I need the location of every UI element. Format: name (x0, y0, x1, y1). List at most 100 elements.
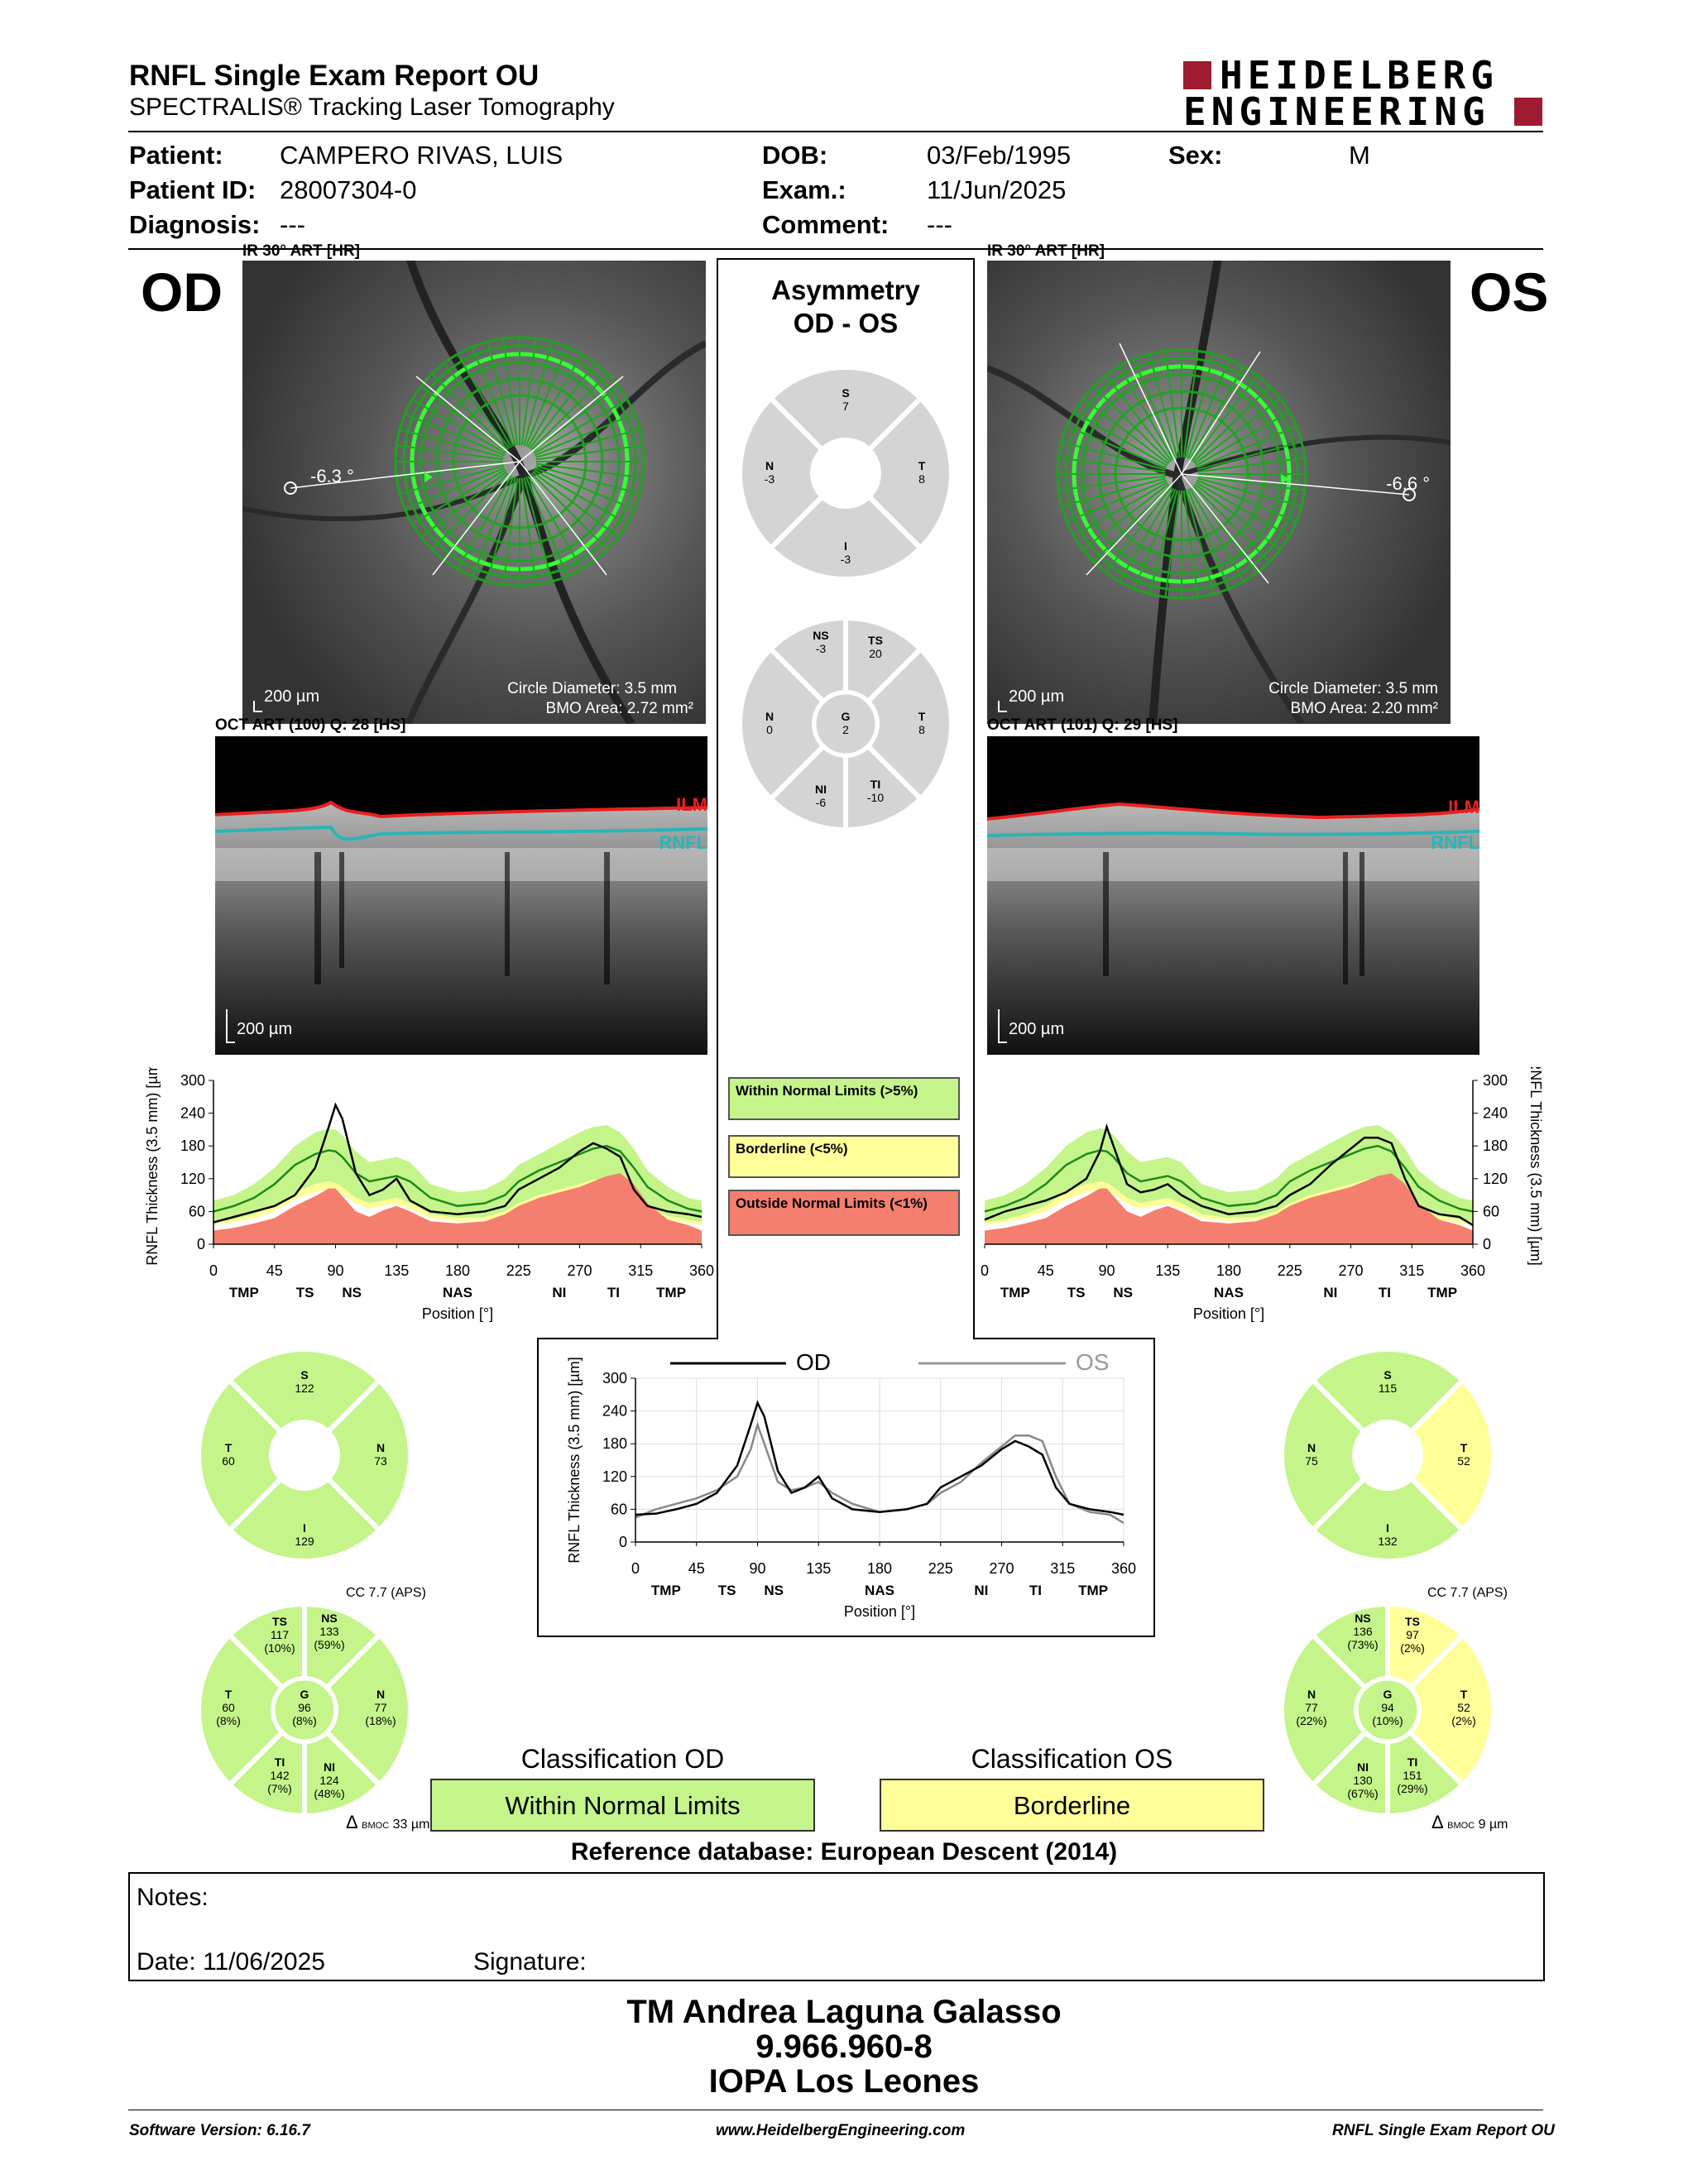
sector-ts-label: 117 (271, 1628, 290, 1641)
y-tick-label: 0 (197, 1236, 205, 1252)
spoke-line (1061, 441, 1166, 471)
sector-n-label: N (765, 710, 774, 723)
os-spokes (1057, 350, 1306, 598)
spoke-line (532, 471, 619, 539)
spoke-line (1187, 359, 1230, 459)
spoke-line (1105, 486, 1172, 573)
spoke-line (1197, 475, 1305, 491)
spoke-line (1195, 481, 1290, 537)
sector-n-label: N (1307, 1441, 1316, 1454)
spoke-line (457, 353, 512, 448)
x-tick-label: 270 (567, 1262, 592, 1279)
spoke-line (535, 429, 640, 458)
sector-tick-label: NS (342, 1285, 362, 1300)
spoke-line (525, 347, 568, 447)
normal-mean-line (213, 1144, 703, 1213)
spoke-line (1196, 479, 1297, 523)
footer-report-name: RNFL Single Exam Report OU (1332, 2122, 1555, 2139)
sector-g-label: 2 (842, 723, 849, 736)
x-tick-label: 270 (1338, 1262, 1363, 1279)
x-tick-label: 0 (209, 1262, 218, 1279)
os-scale: 200 µm (1009, 687, 1064, 706)
sector-n-label: 77 (374, 1701, 387, 1714)
logo-square-bottom-icon (1514, 98, 1542, 126)
sector-tick-label: NAS (865, 1583, 894, 1598)
y-tick-label: 180 (180, 1138, 205, 1154)
patient-id: 28007304-0 (280, 175, 417, 204)
sector-n-label: (22%) (1296, 1714, 1326, 1727)
sector-tick-label: TMP (651, 1583, 681, 1598)
sector-ti-label: 142 (270, 1769, 290, 1782)
sector-s-label: 7 (842, 400, 849, 413)
spoke-line (1067, 479, 1167, 523)
x-axis-label: Position [°] (1193, 1305, 1264, 1322)
y-tick-label: 120 (602, 1468, 627, 1485)
spoke-line (1189, 366, 1244, 461)
sector-ns-label: NS (1355, 1612, 1370, 1625)
spoke-line (1082, 397, 1169, 465)
sector-ni-label: 130 (1353, 1774, 1373, 1787)
os-bmo-area: BMO Area: 2.20 mm² (1291, 700, 1438, 717)
signature-label: Signature: (473, 1948, 587, 1976)
spoke-line (1082, 483, 1169, 551)
sector-tick-label: TMP (1000, 1285, 1030, 1300)
os-ilm-label: ILM (1448, 797, 1479, 817)
sector-ti-label: TI (275, 1755, 285, 1769)
os-cc-label: CC 7.7 (APS) (1427, 1586, 1508, 1600)
dob-value: 03/Feb/1995 (927, 141, 1072, 170)
sector-t-label: T (1460, 1688, 1468, 1701)
sector-s-label: S (300, 1368, 308, 1382)
sector-i-label: -3 (841, 553, 851, 566)
x-axis-label: Position [°] (422, 1305, 493, 1322)
sector-i-label: I (844, 539, 847, 553)
sector-n-label: N (765, 459, 774, 472)
spoke-line (529, 362, 597, 449)
footer-website[interactable]: www.HeidelbergEngineering.com (716, 2122, 966, 2139)
od-bmo-area: BMO Area: 2.72 mm² (546, 700, 693, 717)
od-rnfl-label: RNFL (659, 832, 707, 853)
y-tick-label: 0 (619, 1534, 627, 1550)
sector-ni-label: -6 (816, 796, 827, 809)
spoke-line (431, 472, 509, 550)
sector-t-label: T (225, 1688, 233, 1701)
sector-tick-label: TS (1067, 1285, 1086, 1300)
spoke-line (1196, 425, 1297, 469)
x-tick-label: 180 (445, 1262, 470, 1279)
sector-tick-label: TI (1029, 1583, 1042, 1598)
spoke-line (523, 477, 553, 582)
od-bmoc-label: BMOC (362, 1821, 390, 1831)
legend-os-label: OS (1076, 1349, 1109, 1375)
od-ir-caption: IR 30° ART [HR] (242, 242, 361, 260)
od-6-sector-wheel: TS117(10%)NS133(59%)T60(8%)G96(8%)N77(18… (196, 1601, 413, 1819)
x-tick-label: 45 (688, 1560, 705, 1577)
report-title: RNFL Single Exam Report OU (129, 60, 539, 92)
os-oct-caption: OCT ART (101) Q: 29 [HS] (987, 716, 1178, 734)
x-tick-label: 315 (1050, 1560, 1075, 1577)
sector-ns-label: (59%) (314, 1638, 344, 1651)
x-tick-label: 0 (631, 1560, 640, 1577)
asymmetry-4-sector-wheel: S7I-3N-3T8 (737, 365, 954, 582)
x-tick-label: 0 (981, 1262, 989, 1279)
os-bmoc: Δ BMOC 9 µm (1431, 1812, 1508, 1833)
dob-label: DOB: (762, 141, 828, 170)
spoke-line (1119, 487, 1174, 582)
y-tick-label: 60 (1483, 1203, 1499, 1219)
os-classification-box: Borderline (880, 1779, 1264, 1832)
sector-tick-label: TMP (1427, 1285, 1457, 1300)
spoke-line (457, 475, 512, 570)
spoke-line (1093, 485, 1171, 563)
legend-borderline: Borderline (<5%) (728, 1135, 960, 1178)
od-angle: -6.3 ° (310, 466, 354, 486)
sector-t-label: 60 (222, 1454, 235, 1468)
spoke-line (405, 467, 505, 510)
od-bmoc-value: 33 µm (392, 1818, 430, 1832)
sector-ti-label: (7%) (267, 1782, 292, 1795)
sector-t-label: T (225, 1441, 233, 1454)
spoke-line (1197, 441, 1302, 471)
spoke-line (1195, 411, 1290, 467)
asymmetry-title-2: OD - OS (793, 308, 899, 338)
spoke-line (1058, 475, 1166, 491)
notes-box[interactable]: Notes: Date: 11/06/2025 Signature: (128, 1872, 1545, 1981)
